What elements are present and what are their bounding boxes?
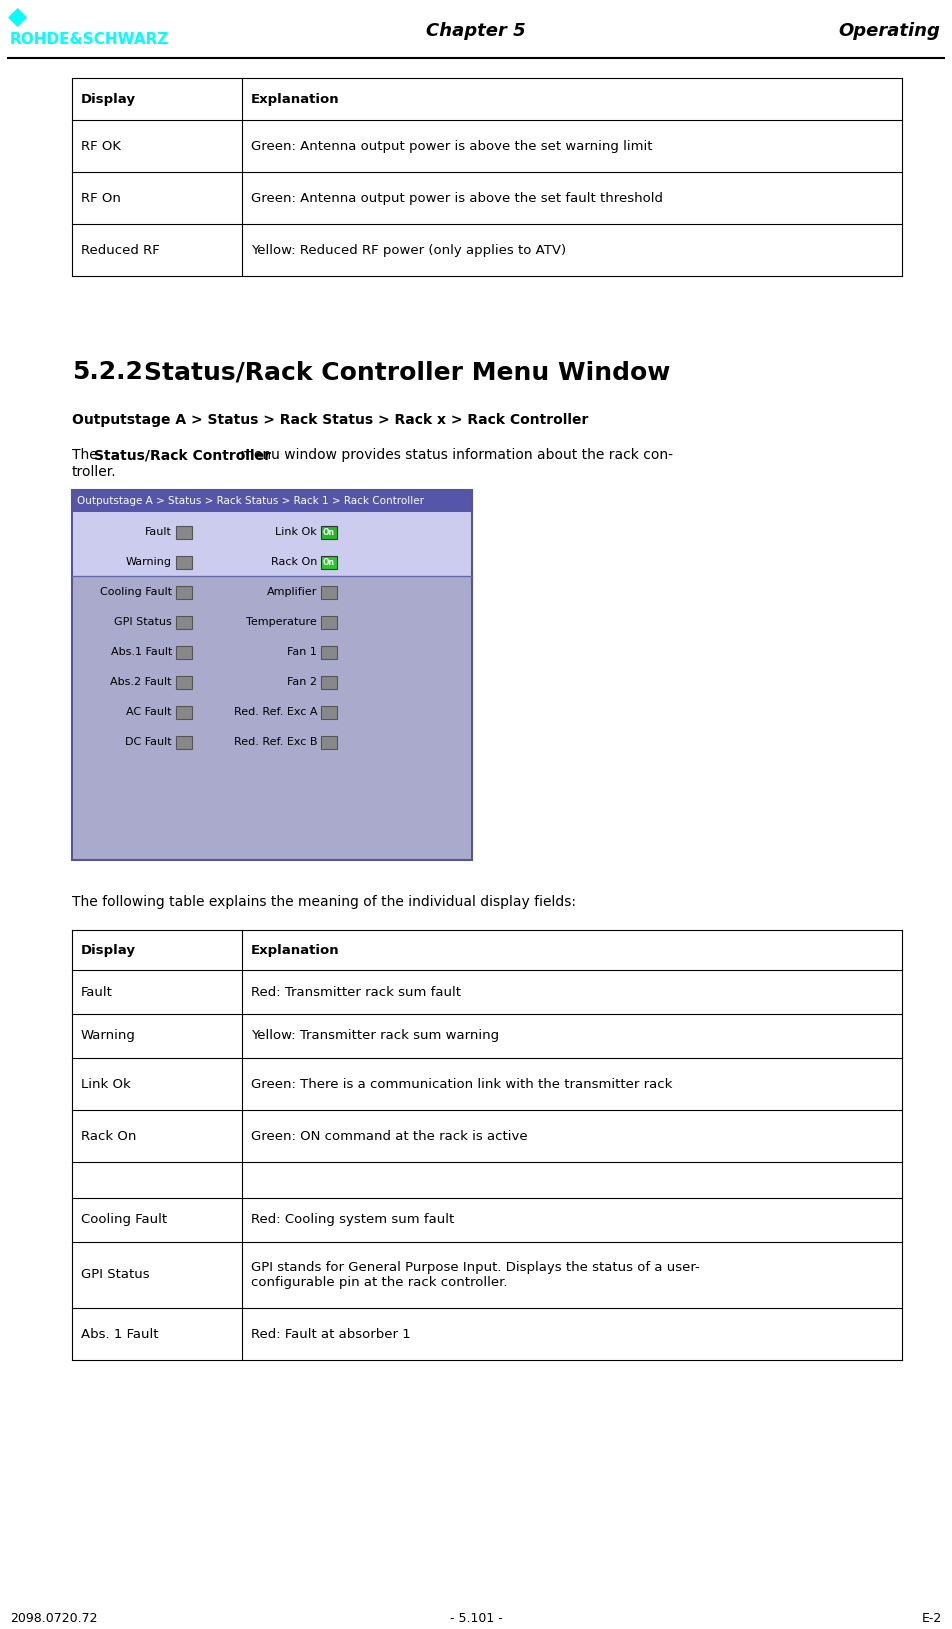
Text: 5.2.2: 5.2.2 [72,360,143,384]
Text: Green: Antenna output power is above the set warning limit: Green: Antenna output power is above the… [251,140,652,153]
Text: Abs. 1 Fault: Abs. 1 Fault [81,1328,158,1341]
Text: Warning: Warning [81,1030,136,1043]
Text: The: The [72,448,102,463]
Text: Fault: Fault [81,986,113,999]
Text: RF OK: RF OK [81,140,121,153]
Text: Outputstage A > Status > Rack Status > Rack 1 > Rack Controller: Outputstage A > Status > Rack Status > R… [77,495,424,507]
Bar [176,645,192,658]
Text: GPI Status: GPI Status [81,1269,149,1282]
Text: troller.: troller. [72,464,117,479]
Bar [321,585,337,598]
Bar [321,676,337,689]
Text: Red: Cooling system sum fault: Red: Cooling system sum fault [251,1214,454,1227]
Text: Explanation: Explanation [251,93,340,106]
Text: Status/Rack Controller Menu Window: Status/Rack Controller Menu Window [144,360,670,384]
Text: AC Fault: AC Fault [127,707,172,717]
Bar [72,490,472,860]
Bar [321,616,337,629]
Bar [321,526,337,539]
Text: The following table explains the meaning of the individual display fields:: The following table explains the meaning… [72,894,576,909]
Text: configurable pin at the rack controller.: configurable pin at the rack controller. [251,1276,507,1289]
Text: 2098.0720.72: 2098.0720.72 [10,1613,97,1626]
Text: Green: Antenna output power is above the set fault threshold: Green: Antenna output power is above the… [251,192,663,205]
Text: Red. Ref. Exc B: Red. Ref. Exc B [233,736,317,748]
Text: Chapter 5: Chapter 5 [426,23,526,41]
Bar [321,736,337,748]
Text: Red. Ref. Exc A: Red. Ref. Exc A [233,707,317,717]
Bar [321,555,337,569]
Text: GPI stands for General Purpose Input. Displays the status of a user-: GPI stands for General Purpose Input. Di… [251,1261,700,1274]
Text: Red: Transmitter rack sum fault: Red: Transmitter rack sum fault [251,986,461,999]
Text: - 5.101 -: - 5.101 - [449,1613,503,1626]
Bar [176,555,192,569]
Text: Link Ok: Link Ok [275,528,317,538]
Text: ROHDE&SCHWARZ: ROHDE&SCHWARZ [10,33,169,47]
Bar [72,490,472,512]
Text: Rack On: Rack On [81,1129,136,1142]
Text: ◆: ◆ [8,5,28,29]
Text: Cooling Fault: Cooling Fault [81,1214,168,1227]
Text: Cooling Fault: Cooling Fault [100,586,172,596]
Text: Fan 2: Fan 2 [287,678,317,687]
Bar [176,585,192,598]
Bar [176,526,192,539]
Text: RF On: RF On [81,192,121,205]
Bar [176,705,192,718]
Text: Green: There is a communication link with the transmitter rack: Green: There is a communication link wit… [251,1077,672,1090]
Text: Red: Fault at absorber 1: Red: Fault at absorber 1 [251,1328,410,1341]
Bar [72,577,472,860]
Bar [176,616,192,629]
Bar [176,676,192,689]
Text: Operating: Operating [838,23,940,41]
Text: Yellow: Reduced RF power (only applies to ATV): Yellow: Reduced RF power (only applies t… [251,243,566,256]
Text: Explanation: Explanation [251,943,340,956]
Text: Yellow: Transmitter rack sum warning: Yellow: Transmitter rack sum warning [251,1030,499,1043]
Bar [321,645,337,658]
Text: Abs.2 Fault: Abs.2 Fault [110,678,172,687]
Text: Amplifier: Amplifier [267,586,317,596]
Text: Fan 1: Fan 1 [288,647,317,656]
Text: Temperature: Temperature [247,617,317,627]
Text: Link Ok: Link Ok [81,1077,130,1090]
Text: Green: ON command at the rack is active: Green: ON command at the rack is active [251,1129,527,1142]
Text: Display: Display [81,943,136,956]
Text: Display: Display [81,93,136,106]
Bar [72,512,472,577]
Text: Reduced RF: Reduced RF [81,243,160,256]
Text: Outputstage A > Status > Rack Status > Rack x > Rack Controller: Outputstage A > Status > Rack Status > R… [72,414,588,427]
Text: Fault: Fault [145,528,172,538]
Text: Abs.1 Fault: Abs.1 Fault [110,647,172,656]
Text: Rack On: Rack On [270,557,317,567]
Text: menu window provides status information about the rack con-: menu window provides status information … [236,448,673,463]
Text: On: On [323,557,335,567]
Text: Warning: Warning [126,557,172,567]
Text: E-2: E-2 [922,1613,942,1626]
Text: GPI Status: GPI Status [114,617,172,627]
Bar [321,705,337,718]
Bar [176,736,192,748]
Text: DC Fault: DC Fault [126,736,172,748]
Text: On: On [323,528,335,536]
Text: Status/Rack Controller: Status/Rack Controller [94,448,271,463]
